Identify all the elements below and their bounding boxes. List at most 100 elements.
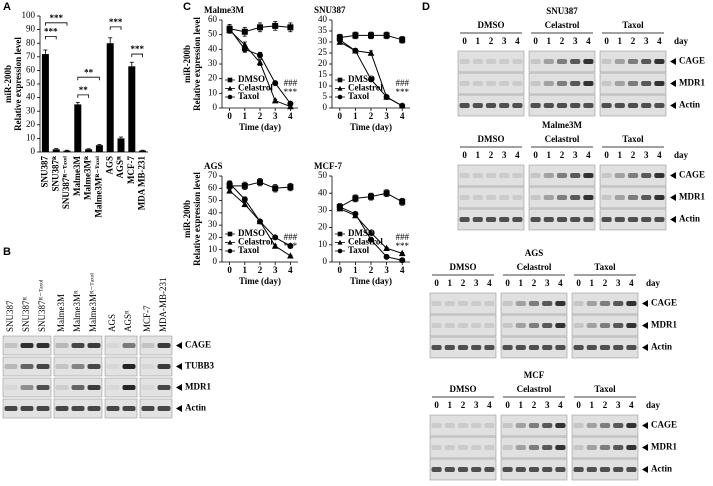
lane-label: 2 <box>631 36 636 46</box>
blot-band <box>55 364 69 369</box>
blot-band <box>444 323 455 328</box>
marker <box>272 185 279 192</box>
blot-band <box>556 59 568 64</box>
blot-panel <box>500 414 568 437</box>
blot-band <box>586 423 597 428</box>
blot-band <box>556 195 568 200</box>
lane-label: 1 <box>618 150 623 160</box>
blot-band <box>457 467 469 472</box>
bar <box>85 149 93 152</box>
legend-label: DMSO <box>238 228 265 238</box>
lane-label: 2 <box>603 278 608 288</box>
significance-label: ### <box>284 78 298 88</box>
row-label: CAGE <box>651 420 677 430</box>
marker <box>257 52 263 59</box>
blot-band <box>71 406 85 411</box>
bar <box>41 54 49 152</box>
lane-label: 0 <box>505 278 510 288</box>
blot-band <box>431 323 442 328</box>
marker <box>226 25 233 32</box>
blot-band <box>627 217 639 222</box>
blot-band <box>141 364 155 369</box>
marker <box>368 236 374 243</box>
marker <box>287 24 294 31</box>
lane-label: 2 <box>560 36 565 46</box>
legend-label: DMSO <box>238 74 265 84</box>
row-label: MDR1 <box>651 442 677 452</box>
blot-band <box>444 445 455 450</box>
x-axis-label: Time (day) <box>239 122 281 132</box>
y-tick-label: 10 <box>318 239 328 249</box>
arrowhead <box>670 80 676 87</box>
marker <box>368 76 374 83</box>
blot-band <box>583 81 594 86</box>
blot-band <box>570 103 581 108</box>
marker <box>352 195 359 202</box>
y-axis-label: Relative expression level <box>13 37 23 131</box>
lane-label: 4 <box>629 400 634 410</box>
lane-label: 0 <box>462 150 467 160</box>
marker <box>336 36 343 43</box>
blot-panel <box>571 314 639 337</box>
x-tick-label: 3 <box>384 265 389 275</box>
y-tick-label: 50 <box>318 170 328 180</box>
y-tick-label: 80 <box>26 37 36 47</box>
marker <box>241 196 248 203</box>
group-label: DMSO <box>478 134 505 144</box>
legend-label: Celastrol <box>348 237 383 247</box>
y-tick-label: 0 <box>213 256 218 266</box>
y-tick-label: 5 <box>323 91 328 101</box>
blot-title: AGS <box>525 248 544 258</box>
arrowhead <box>670 194 676 201</box>
blot-band <box>431 467 442 472</box>
blot-band <box>515 423 526 428</box>
legend-label: Celastrol <box>238 237 273 247</box>
y-axis-title: miR-200b <box>3 65 13 103</box>
marker <box>227 239 233 245</box>
significance-label: *** <box>109 17 123 27</box>
blot-panel <box>571 436 639 459</box>
marker <box>367 229 375 236</box>
y-tick-label: 20 <box>26 119 36 129</box>
blot-band <box>471 345 482 350</box>
y-tick-label: 20 <box>318 222 328 232</box>
x-tick-label: 2 <box>258 111 263 121</box>
lane-label: 0 <box>533 150 538 160</box>
marker <box>368 193 374 200</box>
y-tick-label: 60 <box>26 64 36 74</box>
row-label: Actin <box>679 214 700 224</box>
marker <box>257 24 263 31</box>
blot-band <box>530 81 541 86</box>
blot-band <box>122 343 136 348</box>
lane-label: 1 <box>519 278 524 288</box>
arrowhead <box>670 216 676 223</box>
blot-band <box>626 345 637 350</box>
marker <box>226 187 233 194</box>
blot-band <box>614 173 625 178</box>
marker <box>257 218 263 225</box>
blot-band <box>502 423 513 428</box>
x-tick-label: 1 <box>243 111 248 121</box>
blot-panel <box>457 164 525 187</box>
blot-band <box>431 345 442 350</box>
blot-band <box>515 345 526 350</box>
lane-label: 0 <box>604 36 609 46</box>
blot-band <box>654 81 665 86</box>
panel-label: B <box>3 246 11 258</box>
blot-band <box>528 301 540 306</box>
bar <box>128 66 136 152</box>
blot-panel <box>139 356 173 377</box>
blot-band <box>626 467 637 472</box>
significance-bracket <box>77 76 100 81</box>
marker <box>227 85 233 91</box>
marker <box>241 182 248 189</box>
blot-band <box>543 81 554 86</box>
arrowhead <box>176 405 182 412</box>
blot-band <box>87 385 101 390</box>
legend-label: DMSO <box>348 228 375 238</box>
blot-band <box>601 59 612 64</box>
blot-band <box>586 467 597 472</box>
blot-band <box>502 301 513 306</box>
chart-title: MCF-7 <box>314 161 342 171</box>
y-tick-label: 20 <box>208 73 218 83</box>
